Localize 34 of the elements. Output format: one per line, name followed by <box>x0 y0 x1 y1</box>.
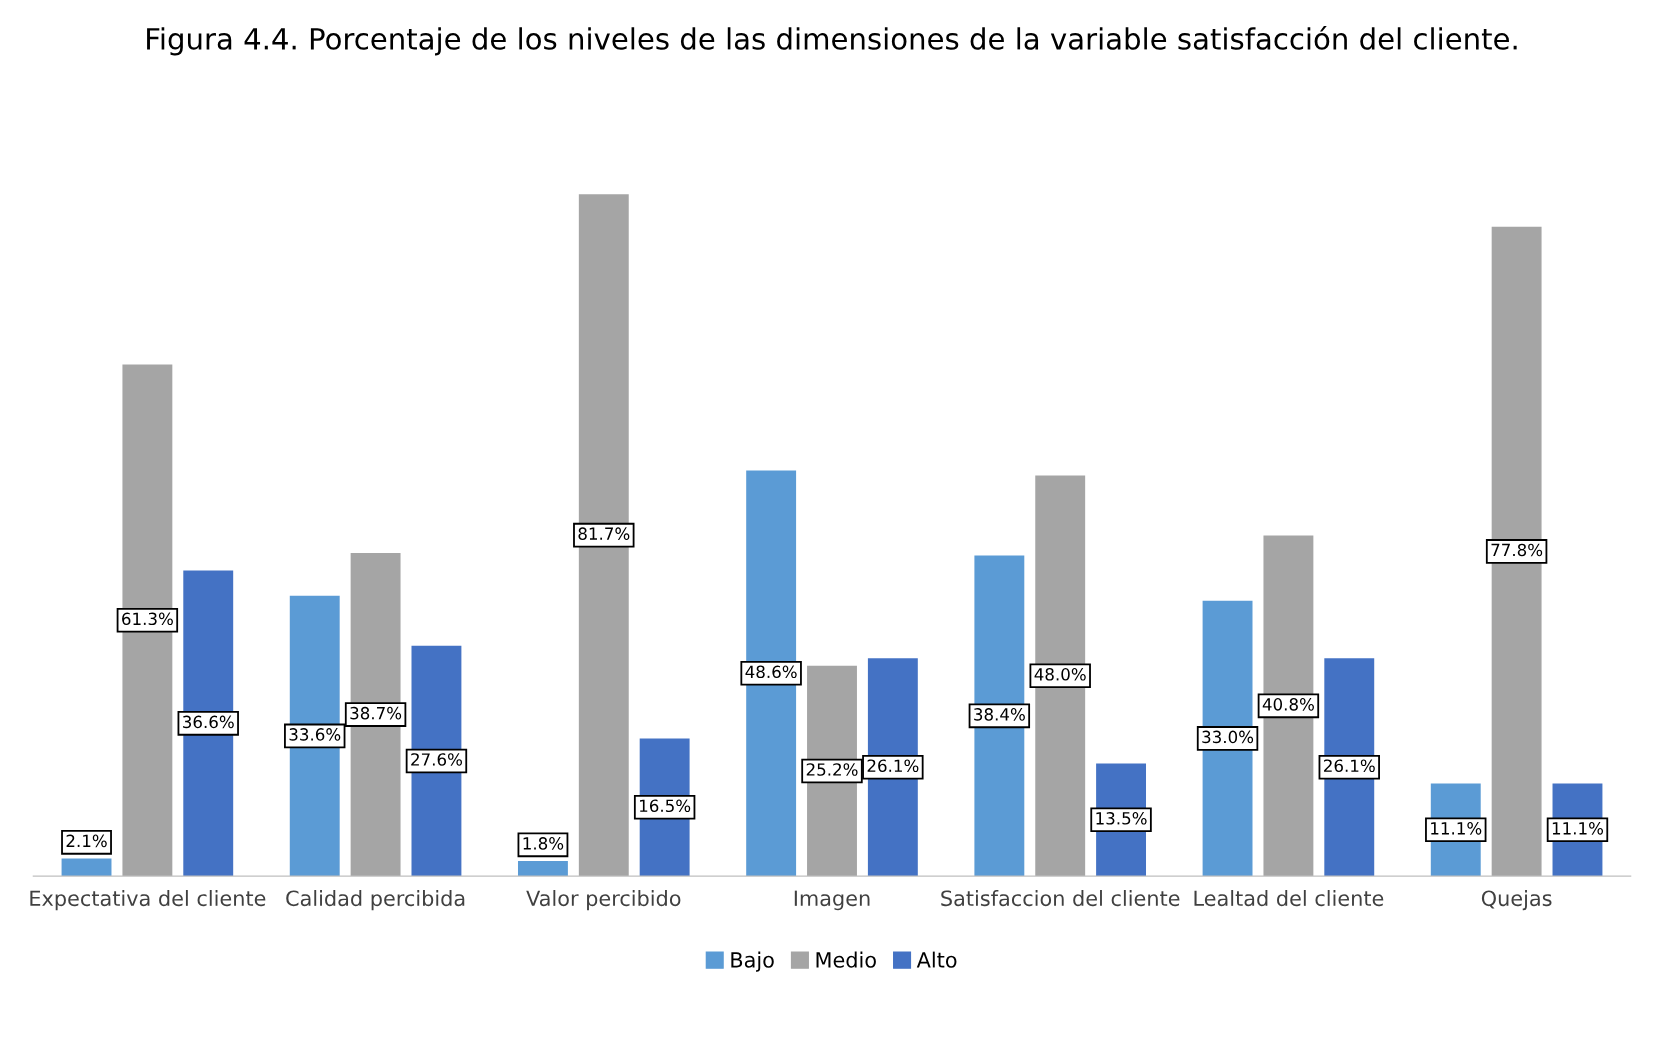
data-label: 40.8% <box>1262 698 1314 711</box>
data-label: 38.7% <box>350 706 402 720</box>
data-label: 16.5% <box>640 799 691 813</box>
data-label: 33.6% <box>289 728 341 741</box>
data-label: 38.4% <box>974 708 1025 721</box>
data-label: 33.0% <box>1202 730 1254 744</box>
legend-label: Bajo <box>731 951 774 972</box>
bar <box>61 858 112 877</box>
chart-title: Figura 4.4. Porcentaje de los niveles de las dimensiones de la variable satisfacción del cliente. <box>147 26 1517 56</box>
x-tick-label: Imagen <box>794 890 870 911</box>
data-label: 81.7% <box>578 527 630 540</box>
data-label: 11.1% <box>1431 822 1482 835</box>
data-label: 1.8% <box>523 837 564 850</box>
data-label: 48.6% <box>745 665 797 679</box>
data-label: 26.1% <box>867 759 919 773</box>
data-label: 11.1% <box>1552 822 1604 835</box>
x-tick-label: Calidad percibida <box>286 890 465 911</box>
x-tick-label: Satisfaccion del cliente <box>941 890 1180 907</box>
data-label: 36.6% <box>183 715 234 729</box>
bar <box>517 861 568 877</box>
x-tick-label: Valor percibido <box>526 890 681 911</box>
legend-label: Medio <box>816 951 876 968</box>
x-tick-label: Quejas <box>1481 890 1552 911</box>
data-label: 77.8% <box>1491 543 1543 557</box>
data-label: 48.0% <box>1034 668 1086 681</box>
data-label: 13.5% <box>1096 812 1147 825</box>
x-tick-label: Expectativa del cliente <box>30 890 266 911</box>
data-label: 26.1% <box>1324 759 1375 773</box>
data-label: 2.1% <box>66 834 107 848</box>
data-label: 61.3% <box>122 612 173 626</box>
legend-label: Alto <box>916 951 957 968</box>
data-label: 25.2% <box>806 763 858 776</box>
x-tick-label: Lealtad del cliente <box>1194 890 1384 907</box>
data-label: 27.6% <box>411 753 462 766</box>
